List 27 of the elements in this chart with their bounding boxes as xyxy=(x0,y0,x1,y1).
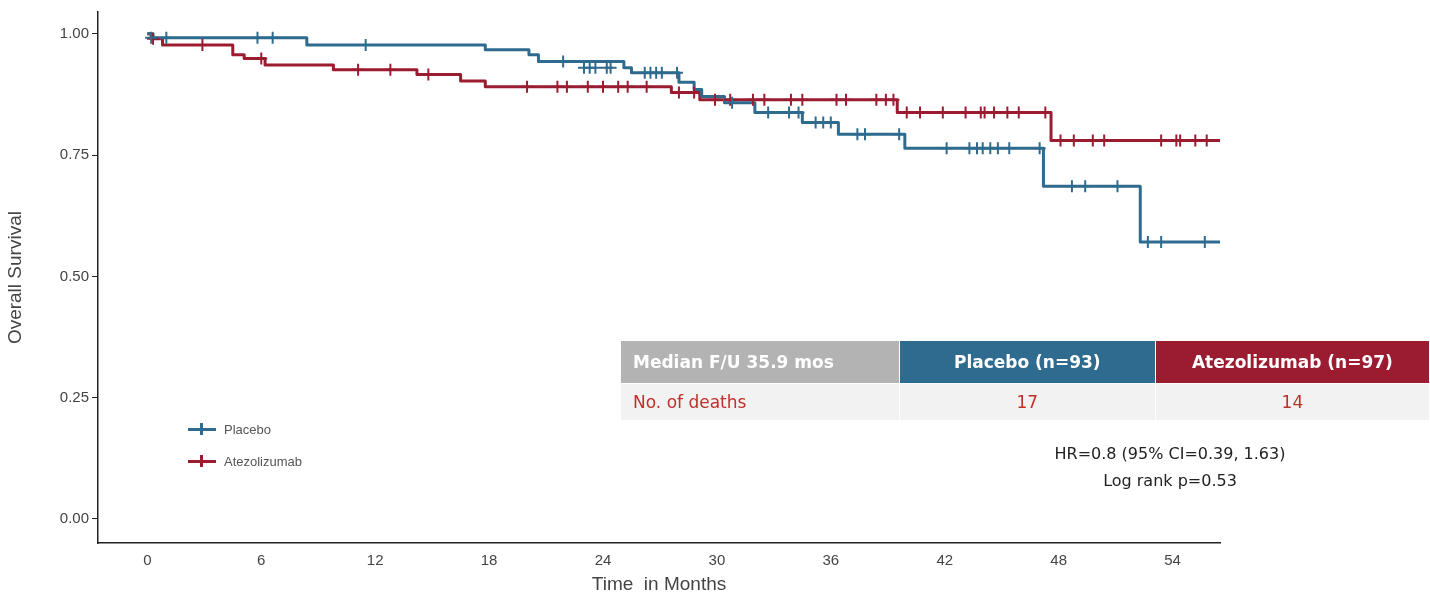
x-tick-label: 0 xyxy=(143,551,152,569)
y-tick-label: 0.00 xyxy=(59,509,89,527)
annotation: 17 xyxy=(899,383,1156,421)
y-tick-label: 0.50 xyxy=(59,266,89,284)
y-axis-title: Overall Survival xyxy=(3,211,25,345)
x-tick-label: 42 xyxy=(936,551,954,569)
x-tick-label: 12 xyxy=(366,551,384,569)
y-tick-label: 0.75 xyxy=(59,145,89,163)
y-tick-label: 1.00 xyxy=(59,23,89,41)
x-tick-label: 54 xyxy=(1164,551,1181,569)
x-tick-label: 24 xyxy=(594,551,612,569)
legend-label: Placebo xyxy=(223,421,271,437)
annotation: HR=0.8 (95% CI=0.39, 1.63) xyxy=(1053,443,1287,465)
x-tick-label: 30 xyxy=(708,551,726,569)
text: 14 xyxy=(1281,392,1304,412)
annotation: No. of deaths xyxy=(620,383,900,421)
x-tick-label: 6 xyxy=(257,551,266,569)
x-tick-label: 36 xyxy=(822,551,840,569)
annotation: Median F/U 35.9 mos xyxy=(620,340,900,384)
legend-label: Atezolizumab xyxy=(223,453,303,469)
x-tick-label: 48 xyxy=(1050,551,1067,569)
y-tick-label: 0.25 xyxy=(59,387,89,405)
annotation: Atezolizumab (n=97) xyxy=(1155,340,1430,384)
annotation: Log rank p=0.53 xyxy=(1102,470,1238,492)
annotation: Placebo (n=93) xyxy=(899,340,1156,384)
x-axis-title: Time in Months xyxy=(591,572,727,594)
x-tick-label: 18 xyxy=(480,551,498,569)
